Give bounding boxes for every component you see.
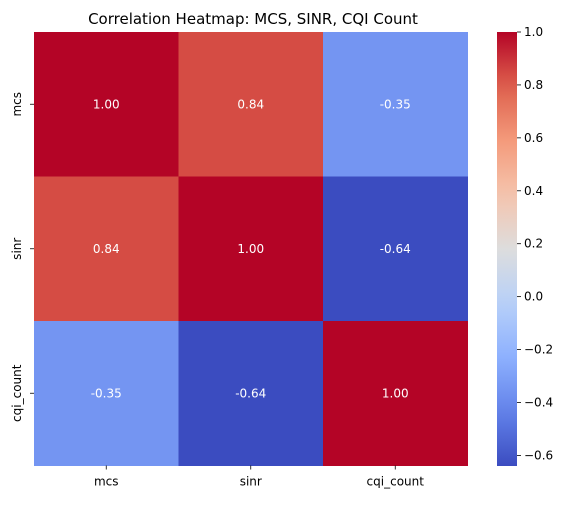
chart-title: Correlation Heatmap: MCS, SINR, CQI Coun…: [88, 10, 418, 28]
heatmap-cell: [34, 321, 179, 466]
cell-value-label: -0.35: [91, 386, 122, 400]
heatmap-cell: [34, 176, 179, 322]
colorbar-tick-label: 0.0: [524, 290, 543, 304]
heatmap-cell: [34, 32, 179, 177]
heatmap-cell: [178, 32, 324, 177]
colorbar-gradient: [497, 32, 517, 466]
heatmap-cell-labels: 1.00 0.84 -0.35 0.84 1.00 -0.64 -0.35 -0.64 1.00: [91, 97, 411, 400]
x-axis: mcs sinr cqi_count: [94, 465, 425, 489]
cell-value-label: -0.64: [380, 242, 411, 256]
heatmap-cell: [178, 176, 324, 322]
cell-value-label: 1.00: [237, 242, 264, 256]
cell-value-label: 0.84: [237, 97, 264, 111]
cell-value-label: 1.00: [382, 386, 409, 400]
y-tick-label: cqi_count: [10, 364, 24, 422]
x-tick-label: cqi_count: [367, 475, 425, 489]
cell-value-label: 0.84: [93, 242, 120, 256]
heatmap-cell: [323, 32, 468, 177]
x-tick-label: sinr: [240, 475, 262, 489]
colorbar-tick-label: −0.4: [524, 395, 553, 409]
colorbar-tick-label: 0.6: [524, 131, 543, 145]
heatmap-cell: [178, 321, 324, 466]
cell-value-label: -0.64: [235, 386, 266, 400]
heatmap-cell: [323, 176, 468, 322]
y-axis: mcs sinr cqi_count: [10, 92, 34, 422]
heatmap-cells: [34, 32, 468, 466]
colorbar-tick-label: 0.4: [524, 184, 543, 198]
cell-value-label: 1.00: [93, 97, 120, 111]
colorbar-tick-label: −0.6: [524, 448, 553, 462]
colorbar: 1.0 0.8 0.6 0.4 0.2 0.0 −0.2 −0.4 −0.6: [497, 25, 553, 466]
y-tick-label: sinr: [10, 238, 24, 260]
colorbar-tick-label: 0.2: [524, 237, 543, 251]
colorbar-tick-label: −0.2: [524, 343, 553, 357]
cell-value-label: -0.35: [380, 97, 411, 111]
y-tick-label: mcs: [10, 92, 24, 117]
heatmap-cell: [323, 321, 468, 466]
colorbar-tick-label: 0.8: [524, 78, 543, 92]
colorbar-tick-label: 1.0: [524, 25, 543, 39]
x-tick-label: mcs: [94, 475, 119, 489]
